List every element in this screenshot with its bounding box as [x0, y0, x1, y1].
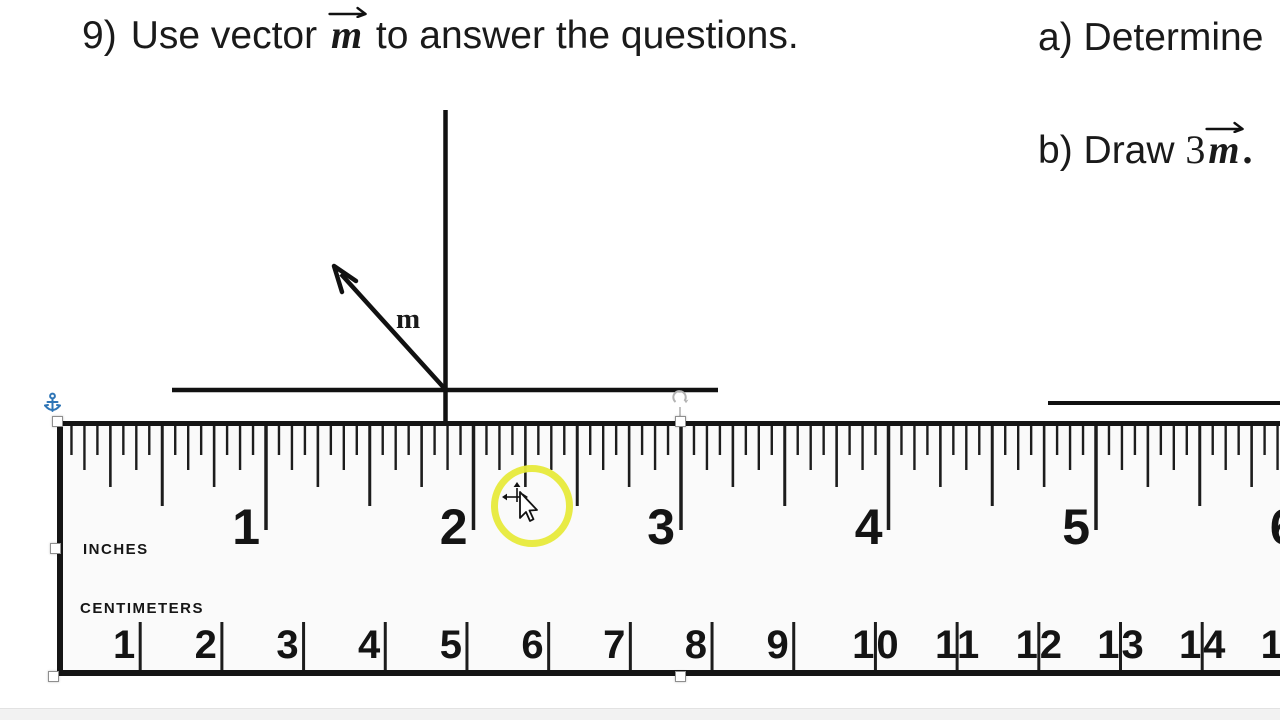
vector-m-arrowhead — [331, 263, 359, 295]
ruler-number: 8 — [685, 623, 709, 667]
ruler-number: 4 — [358, 623, 382, 667]
ruler-number: 4 — [855, 499, 883, 555]
rotate-handle-icon[interactable] — [668, 388, 692, 418]
part-b: b) Draw 3 m. — [1038, 121, 1253, 173]
ruler-number: 5 — [1062, 499, 1090, 555]
ruler-image[interactable]: INCHES CENTIMETERS 123456123456789101112… — [57, 421, 1280, 676]
ruler-number: 3 — [276, 623, 300, 667]
ruler-number: 2 — [195, 623, 219, 667]
part-a: a) Determine — [1038, 16, 1263, 60]
period: . — [1242, 127, 1253, 172]
ruler-number: 6 — [1270, 499, 1280, 555]
ruler-number: 1 — [113, 623, 137, 667]
ruler-number: 6 — [521, 623, 545, 667]
vector-symbol-3m: m — [1205, 121, 1245, 170]
vector-overbar-arrow — [328, 6, 367, 18]
cursor-highlight-ring — [491, 465, 573, 547]
ruler-number: 15 — [1261, 623, 1280, 667]
problem-number: 9) — [82, 14, 117, 57]
ruler-number: 3 — [647, 499, 675, 555]
vector-symbol-m: m — [328, 6, 367, 55]
problem-prompt-post: to answer the questions. — [375, 14, 799, 57]
part-b-coefficient: 3 — [1185, 127, 1206, 172]
centimeters-label: CENTIMETERS — [80, 600, 204, 617]
part-a-label: a) — [1038, 16, 1073, 59]
part-a-text: Determine — [1083, 16, 1264, 59]
anchor-icon[interactable] — [43, 392, 62, 416]
ruler-ticks-svg: INCHES CENTIMETERS 123456123456789101112… — [70, 426, 1280, 670]
part-b-label: b) — [1038, 129, 1073, 172]
inches-label: INCHES — [83, 541, 149, 558]
ruler-number: 2 — [440, 499, 468, 555]
ruler-number: 9 — [766, 623, 790, 667]
video-bottom-strip — [0, 708, 1280, 720]
ruler-number: 1 — [232, 499, 260, 555]
selection-handle-top-middle[interactable] — [675, 416, 686, 427]
ruler-number: 7 — [603, 623, 627, 667]
move-cursor-icon — [502, 482, 538, 522]
selection-handle-mid-left[interactable] — [50, 543, 61, 554]
selection-handle-top-left[interactable] — [52, 416, 63, 427]
vector-m-shaft — [339, 272, 447, 391]
vector-overbar-arrow — [1205, 121, 1245, 133]
selection-handle-bottom-middle[interactable] — [675, 671, 686, 682]
problem-prompt-pre: Use vector — [130, 14, 318, 57]
part-b-text: Draw — [1083, 129, 1175, 172]
vector-m-label: m — [396, 303, 421, 335]
ruler-number: 5 — [440, 623, 464, 667]
selection-handle-bottom-left[interactable] — [48, 671, 59, 682]
problem-title: 9) Use vector m to answer the questions. — [82, 6, 799, 58]
